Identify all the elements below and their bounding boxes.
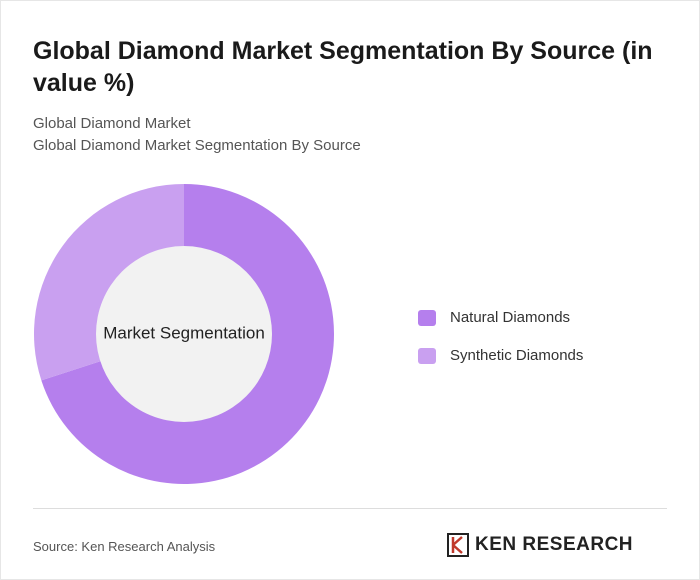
logo: KEN RESEARCH bbox=[447, 533, 633, 557]
legend-swatch bbox=[418, 310, 436, 326]
logo-text: KEN RESEARCH bbox=[475, 534, 634, 555]
donut-hole bbox=[96, 246, 272, 422]
divider bbox=[33, 508, 667, 509]
source: Source: Ken Research Analysis bbox=[33, 539, 216, 554]
subtitle: Global Diamond Market bbox=[33, 115, 191, 132]
subtitle: Global Diamond Market Segmentation By So… bbox=[33, 137, 361, 154]
legend-label: Natural Diamonds bbox=[450, 309, 570, 326]
legend-swatch bbox=[418, 348, 436, 364]
center-label: Market Segmentation bbox=[103, 323, 265, 342]
chart-title: Global Diamond Market Segmentation By So… bbox=[33, 37, 653, 97]
legend-label: Synthetic Diamonds bbox=[450, 347, 583, 364]
chart: Market Segmentation Natural Diamonds Synth… bbox=[33, 184, 583, 484]
logo-icon bbox=[447, 533, 469, 557]
